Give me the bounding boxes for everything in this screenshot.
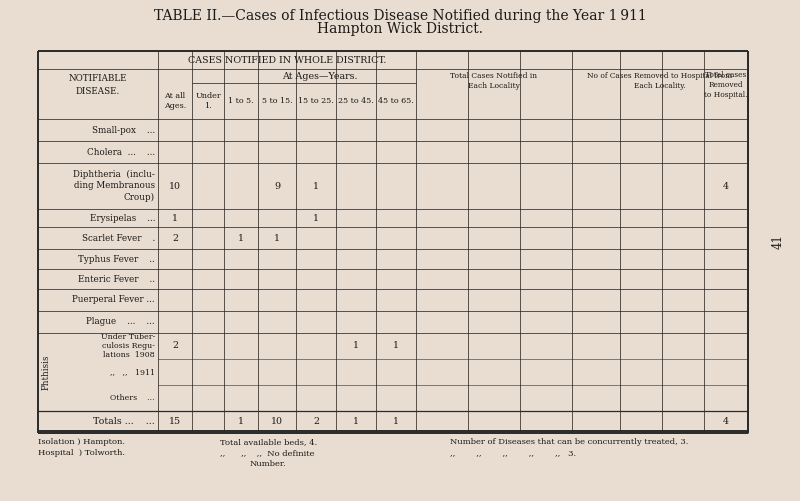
Text: 45 to 65.: 45 to 65. xyxy=(378,97,414,105)
Text: 10: 10 xyxy=(169,181,181,190)
Text: Typhus Fever    ..: Typhus Fever .. xyxy=(78,255,155,264)
Text: 1: 1 xyxy=(313,213,319,222)
Text: 25 to 45.: 25 to 45. xyxy=(338,97,374,105)
Text: Others    ...: Others ... xyxy=(110,394,155,402)
Text: ,,        ,,        ,,        ,,        ,,   3.: ,, ,, ,, ,, ,, 3. xyxy=(450,449,576,457)
Text: 1: 1 xyxy=(238,233,244,242)
Text: Number.: Number. xyxy=(250,460,286,468)
Text: ,,   ,,   1911: ,, ,, 1911 xyxy=(110,368,155,376)
Text: 1: 1 xyxy=(393,342,399,351)
Text: Scarlet Fever    .: Scarlet Fever . xyxy=(82,233,155,242)
Text: NOTIFIABLE
DISEASE.: NOTIFIABLE DISEASE. xyxy=(69,74,127,96)
Text: 1: 1 xyxy=(172,213,178,222)
Text: Plague    ...    ...: Plague ... ... xyxy=(86,318,155,327)
Text: ,,      ,,    ,,  No definite: ,, ,, ,, No definite xyxy=(220,449,314,457)
Text: 1: 1 xyxy=(313,181,319,190)
Text: At all
Ages.: At all Ages. xyxy=(164,92,186,110)
Text: Under
1.: Under 1. xyxy=(195,92,221,110)
Text: 1: 1 xyxy=(393,416,399,425)
Text: 4: 4 xyxy=(723,416,729,425)
Text: Number of Diseases that can be concurrently treated, 3.: Number of Diseases that can be concurren… xyxy=(450,438,688,446)
Text: 2: 2 xyxy=(172,342,178,351)
Text: Hospital  ) Tolworth.: Hospital ) Tolworth. xyxy=(38,449,125,457)
Text: Isolation ) Hampton.: Isolation ) Hampton. xyxy=(38,438,125,446)
Text: Hampton Wick District.: Hampton Wick District. xyxy=(317,22,483,36)
Text: 1: 1 xyxy=(238,416,244,425)
Text: 2: 2 xyxy=(313,416,319,425)
Text: Total cases
Removed
to Hospital.: Total cases Removed to Hospital. xyxy=(704,71,748,99)
Text: 2: 2 xyxy=(172,233,178,242)
Text: 5 to 15.: 5 to 15. xyxy=(262,97,292,105)
Text: Cholera  ...    ...: Cholera ... ... xyxy=(87,147,155,156)
Text: 15 to 25.: 15 to 25. xyxy=(298,97,334,105)
Text: 4: 4 xyxy=(723,181,729,190)
Text: Erysipelas    ...: Erysipelas ... xyxy=(90,213,155,222)
Text: 1 to 5.: 1 to 5. xyxy=(228,97,254,105)
Text: 1: 1 xyxy=(353,342,359,351)
Text: Small-pox    ...: Small-pox ... xyxy=(92,125,155,134)
Text: Under Tuber-
culosis Regu-
lations  1908: Under Tuber- culosis Regu- lations 1908 xyxy=(101,333,155,359)
Text: Phthisis: Phthisis xyxy=(42,354,50,390)
Text: TABLE II.—Cases of Infectious Disease Notified during the Year 1 911: TABLE II.—Cases of Infectious Disease No… xyxy=(154,9,646,23)
Text: 1: 1 xyxy=(353,416,359,425)
Text: 1: 1 xyxy=(274,233,280,242)
Text: CASES NOTIFIED IN WHOLE DISTRICT.: CASES NOTIFIED IN WHOLE DISTRICT. xyxy=(188,56,386,65)
Text: Enteric Fever    ..: Enteric Fever .. xyxy=(78,275,155,284)
Text: Total available beds, 4.: Total available beds, 4. xyxy=(220,438,318,446)
Text: No of Cases Removed to Hospital from
Each Locality.: No of Cases Removed to Hospital from Eac… xyxy=(587,72,733,90)
Text: 9: 9 xyxy=(274,181,280,190)
Text: 10: 10 xyxy=(271,416,283,425)
Text: 41: 41 xyxy=(771,234,785,249)
Text: 15: 15 xyxy=(169,416,181,425)
Text: At Ages—Years.: At Ages—Years. xyxy=(282,72,358,81)
Text: Totals ...    ...: Totals ... ... xyxy=(94,416,155,425)
Text: Diphtheria  (inclu-
ding Membranous
Croup): Diphtheria (inclu- ding Membranous Croup… xyxy=(73,170,155,202)
Text: Puerperal Fever ...: Puerperal Fever ... xyxy=(72,296,155,305)
Text: Total Cases Notified in
Each Locality: Total Cases Notified in Each Locality xyxy=(450,72,538,90)
